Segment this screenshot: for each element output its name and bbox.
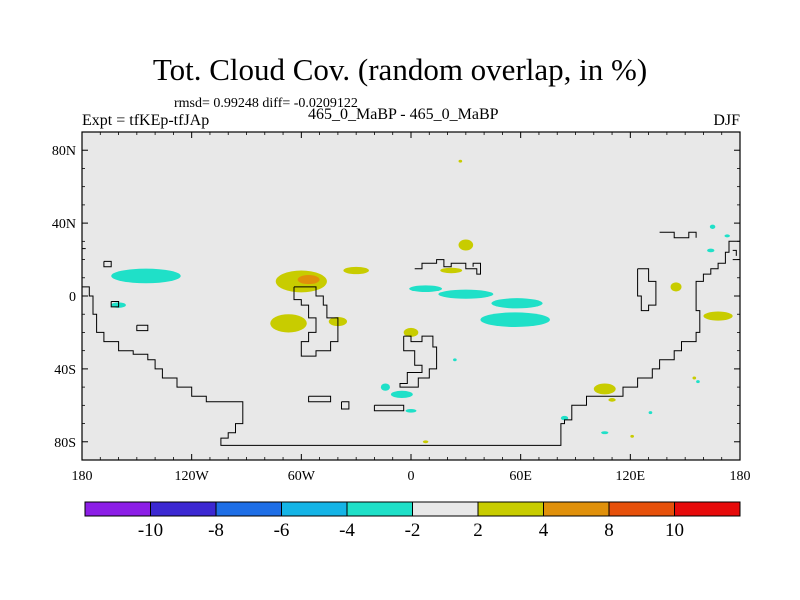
coastline-segment bbox=[110, 301, 120, 308]
anomaly-region bbox=[560, 415, 569, 421]
anomaly-region bbox=[422, 440, 429, 444]
y-tick-label: 80S bbox=[54, 436, 76, 451]
colorbar-box bbox=[543, 501, 610, 517]
x-tick-label: 120E bbox=[616, 469, 646, 484]
coastline-segment bbox=[659, 231, 697, 239]
anomaly-region bbox=[403, 327, 419, 338]
anomaly-region bbox=[608, 398, 616, 402]
season-label: DJF bbox=[713, 112, 740, 129]
anomaly-region bbox=[111, 268, 181, 284]
colorbar-label: -10 bbox=[138, 520, 163, 541]
anomaly-region bbox=[692, 376, 697, 380]
anomaly-region bbox=[297, 275, 320, 285]
colorbar: -10 -8 -6 -4 -2 2 4 8 10 bbox=[84, 501, 741, 541]
anomaly-region bbox=[703, 311, 733, 321]
map-background bbox=[82, 132, 740, 460]
x-tick-label: 180 bbox=[730, 469, 751, 484]
experiment-label: Expt = tfKEp-tfJAp bbox=[82, 112, 210, 129]
coastline-segment bbox=[341, 401, 350, 410]
anomaly-region bbox=[593, 383, 616, 395]
colorbar-label: 4 bbox=[539, 520, 549, 541]
x-tick-label: 180 bbox=[72, 469, 93, 484]
coastline-segment bbox=[103, 260, 112, 268]
colorbar-box bbox=[150, 501, 217, 517]
colorbar-box bbox=[477, 501, 544, 517]
anomaly-region bbox=[405, 408, 417, 413]
anomaly-region bbox=[438, 289, 494, 299]
coastline-segment bbox=[293, 286, 339, 357]
anomaly-region bbox=[440, 267, 463, 274]
y-tick-label: 40N bbox=[52, 217, 76, 232]
anomaly-region bbox=[390, 390, 413, 399]
anomaly-region bbox=[270, 314, 307, 333]
coastline-segment bbox=[732, 249, 737, 256]
coastline-segment bbox=[82, 240, 740, 446]
coastline-segment bbox=[136, 324, 149, 332]
anomaly-region bbox=[453, 358, 457, 362]
coastline-segment bbox=[308, 395, 332, 403]
colorbar-label: 8 bbox=[604, 520, 614, 541]
anomaly-region bbox=[458, 239, 474, 251]
colorbar-box bbox=[674, 501, 741, 517]
x-tick-label: 60E bbox=[509, 469, 532, 484]
colorbar-label: 2 bbox=[473, 520, 483, 541]
x-tick-label: 0 bbox=[408, 469, 415, 484]
colorbar-label: -8 bbox=[208, 520, 224, 541]
anomaly-region bbox=[709, 224, 716, 229]
colorbar-box bbox=[346, 501, 413, 517]
axis-ticks: 180 120W 60W 0 60E 120E 180 80N 40N 0 40S 80S bbox=[52, 132, 751, 484]
anomaly-region bbox=[343, 266, 369, 275]
anomaly-region bbox=[601, 431, 609, 435]
coastline-layer bbox=[82, 231, 740, 446]
colorbar-box bbox=[215, 501, 282, 517]
colorbar-box bbox=[608, 501, 675, 517]
anomaly-region bbox=[409, 285, 443, 292]
anomaly-region bbox=[707, 248, 715, 253]
y-tick-label: 80N bbox=[52, 144, 76, 159]
y-tick-label: 40S bbox=[54, 363, 76, 378]
stats-text: rmsd= 0.99248 diff= -0.0209122 bbox=[174, 96, 358, 111]
colorbar-box bbox=[412, 501, 479, 517]
x-tick-label: 120W bbox=[175, 469, 210, 484]
coastline-segment bbox=[373, 404, 405, 412]
anomaly-region bbox=[380, 383, 390, 391]
anomaly-region bbox=[630, 434, 634, 438]
x-tick-label: 60W bbox=[288, 469, 316, 484]
colorbar-label: -4 bbox=[339, 520, 355, 541]
coastline-segment bbox=[399, 335, 438, 388]
anomaly-region bbox=[670, 282, 682, 292]
anomaly-region bbox=[696, 380, 700, 384]
chart-title: Tot. Cloud Cov. (random overlap, in %) bbox=[152, 52, 648, 87]
anomaly-region bbox=[724, 234, 730, 238]
anomaly-region bbox=[480, 312, 550, 327]
colorbar-label: -6 bbox=[274, 520, 290, 541]
anomaly-region bbox=[491, 298, 543, 309]
anomaly-region bbox=[458, 159, 463, 163]
coastline-segment bbox=[637, 268, 657, 312]
y-tick-label: 0 bbox=[69, 290, 76, 305]
case-label: 465_0_MaBP - 465_0_MaBP bbox=[308, 106, 499, 123]
colorbar-box bbox=[281, 501, 348, 517]
anomaly-layer bbox=[111, 159, 733, 444]
colorbar-label: -2 bbox=[405, 520, 421, 541]
colorbar-box bbox=[84, 501, 151, 517]
colorbar-label: 10 bbox=[665, 520, 684, 541]
coastline-segment bbox=[414, 259, 481, 275]
anomaly-region bbox=[648, 411, 653, 415]
